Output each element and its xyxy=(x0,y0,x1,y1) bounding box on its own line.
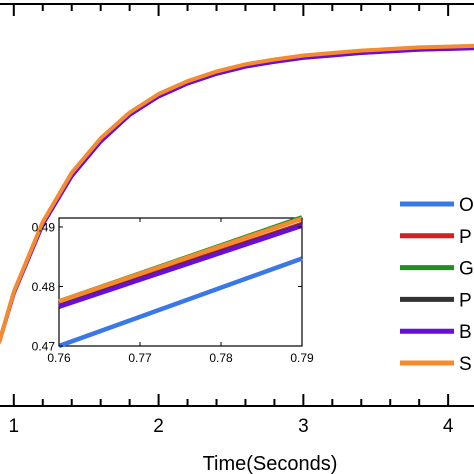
inset-x-tick-label: 0.77 xyxy=(128,351,152,365)
inset-y-tick-label: 0.49 xyxy=(32,220,56,234)
main-x-ticks xyxy=(12,4,450,406)
legend-label: B xyxy=(459,322,472,343)
main-series xyxy=(0,43,474,344)
inset-y-tick-label: 0.47 xyxy=(32,340,56,354)
inset-tick-labels: 0.76 0.77 0.78 0.79 0.47 0.48 0.49 xyxy=(32,220,314,365)
inset-ticks xyxy=(58,218,303,347)
legend-label: G xyxy=(459,259,474,280)
legend-label: S xyxy=(459,354,472,375)
main-x-tick-labels: 1 2 3 4 xyxy=(9,416,454,437)
legend-label: P xyxy=(459,290,472,311)
main-series-line xyxy=(0,46,474,344)
inset-series-line xyxy=(58,216,303,304)
inset-x-tick-label: 0.76 xyxy=(47,351,71,365)
x-axis-title: Time(Seconds) xyxy=(203,453,338,474)
main-axes: 1 2 3 4 xyxy=(0,3,474,437)
inset-y-tick-label: 0.48 xyxy=(32,280,56,294)
legend-box xyxy=(392,188,474,368)
legend-label: P xyxy=(459,227,472,248)
inset-x-tick-label: 0.78 xyxy=(209,351,233,365)
inset-series-line xyxy=(58,256,303,349)
inset-axes: 0.76 0.77 0.78 0.79 0.47 0.48 0.49 xyxy=(32,215,314,365)
inset-series-line xyxy=(58,223,303,309)
main-x-tick-label: 2 xyxy=(153,416,164,437)
main-series-line xyxy=(0,43,474,344)
legend-label: O xyxy=(459,195,474,216)
main-x-tick-label: 4 xyxy=(443,416,454,437)
main-x-tick-label: 3 xyxy=(298,416,309,437)
inset-x-tick-label: 0.79 xyxy=(290,351,314,365)
inset-series xyxy=(58,215,303,349)
main-x-tick-label: 1 xyxy=(9,416,20,437)
